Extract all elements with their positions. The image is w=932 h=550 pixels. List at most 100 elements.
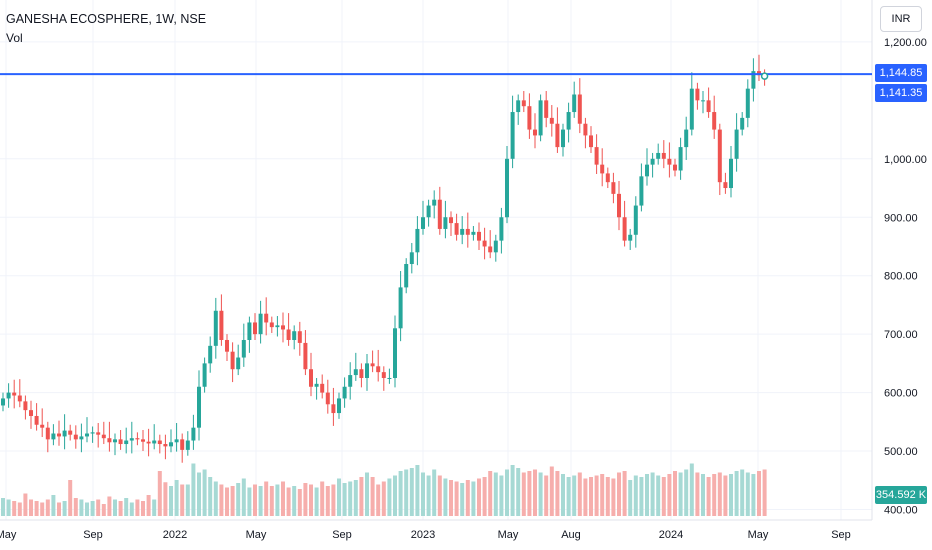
volume-bar	[589, 477, 593, 516]
candle-body	[678, 147, 683, 171]
candle-body	[661, 152, 666, 159]
candle-body	[286, 329, 291, 340]
candle-body	[566, 112, 571, 130]
volume-bar	[566, 477, 571, 516]
volume-bar	[449, 480, 453, 516]
candle-body	[667, 158, 672, 165]
candle-body	[342, 386, 347, 399]
x-tick-label: May	[748, 529, 769, 541]
candle-body	[236, 357, 241, 370]
x-tick-label: Sep	[83, 529, 103, 541]
candle-body	[281, 325, 285, 330]
candle-body	[701, 100, 705, 102]
candle-body	[633, 205, 638, 235]
candle-body	[365, 363, 369, 378]
volume-bar	[594, 475, 599, 516]
volume-bar	[29, 499, 33, 516]
candle-body	[561, 129, 565, 148]
volume-legend-label[interactable]: Vol	[6, 31, 23, 45]
volume-bar	[729, 474, 733, 516]
candle-body	[85, 433, 89, 437]
volume-bar	[762, 469, 767, 516]
volume-bar	[381, 481, 386, 516]
volume-bar	[236, 483, 241, 516]
candle-body	[141, 439, 145, 442]
volume-bar	[85, 502, 89, 516]
volume-bar	[118, 501, 123, 516]
candle-body	[96, 432, 101, 435]
volume-bar	[12, 501, 17, 516]
candle-body	[426, 205, 431, 218]
candle-body	[12, 392, 17, 396]
candle-body	[622, 217, 627, 241]
volume-bar	[617, 472, 621, 516]
candle-body	[505, 158, 509, 218]
candle-body	[107, 438, 112, 443]
volume-bar	[180, 484, 185, 516]
candle-body	[734, 129, 739, 159]
candle-body	[465, 228, 470, 235]
volume-bar	[673, 471, 677, 516]
volume-bar	[202, 469, 207, 516]
x-tick-label: Sep	[831, 529, 851, 541]
volume-bar	[124, 498, 129, 516]
candle-body	[617, 193, 621, 218]
candle-body	[729, 158, 733, 189]
volume-bar	[6, 499, 11, 516]
volume-bar	[73, 498, 78, 516]
candle-body	[656, 152, 661, 159]
volume-bar	[734, 471, 739, 516]
x-tick-label: May	[498, 529, 519, 541]
volume-bar	[751, 474, 756, 516]
candle-body	[40, 424, 45, 428]
volume-bar	[129, 502, 134, 516]
y-tick-label: 600.00	[884, 388, 918, 400]
candle-body	[90, 432, 95, 434]
candle-body	[751, 71, 756, 89]
volume-bar	[174, 480, 179, 516]
candle-body	[381, 372, 386, 378]
symbol-title[interactable]: GANESHA ECOSPHERE, 1W, NSE	[6, 12, 207, 26]
volume-bar	[213, 481, 218, 516]
volume-bar	[101, 504, 106, 516]
last-price-tag: 1,141.35	[875, 84, 927, 102]
candle-body	[527, 106, 532, 130]
candle-body	[101, 434, 106, 439]
volume-bar	[275, 484, 280, 516]
candle-body	[706, 100, 711, 113]
candle-body	[639, 176, 644, 206]
candle-body	[740, 117, 745, 130]
candle-body	[650, 158, 655, 165]
currency-button[interactable]: INR	[880, 6, 922, 32]
volume-bar	[57, 502, 61, 516]
x-tick-label: Aug	[561, 529, 581, 541]
candle-body	[225, 339, 229, 352]
candle-body	[359, 369, 364, 378]
candle-body	[331, 404, 336, 414]
volume-bar	[538, 472, 543, 516]
candle-body	[684, 129, 689, 148]
candle-body	[297, 331, 302, 343]
candle-body	[605, 173, 610, 183]
candle-body	[269, 322, 274, 328]
volume-bar	[309, 484, 313, 516]
candle-body	[253, 322, 257, 335]
candle-body	[146, 441, 151, 444]
volume-bar	[555, 471, 560, 516]
volume-bar	[443, 478, 448, 516]
volume-bar	[740, 469, 745, 516]
candle-body	[398, 287, 403, 329]
candle-body	[521, 100, 526, 107]
volume-bar	[365, 472, 369, 516]
candle-body	[34, 415, 39, 425]
x-tick-label: 2024	[659, 529, 683, 541]
volume-bar	[757, 471, 761, 516]
volume-bar	[208, 477, 213, 516]
candle-body	[348, 375, 353, 387]
volume-bar	[471, 481, 476, 516]
volume-bar	[488, 471, 493, 516]
candle-body	[208, 345, 213, 364]
candle-body	[17, 395, 22, 402]
